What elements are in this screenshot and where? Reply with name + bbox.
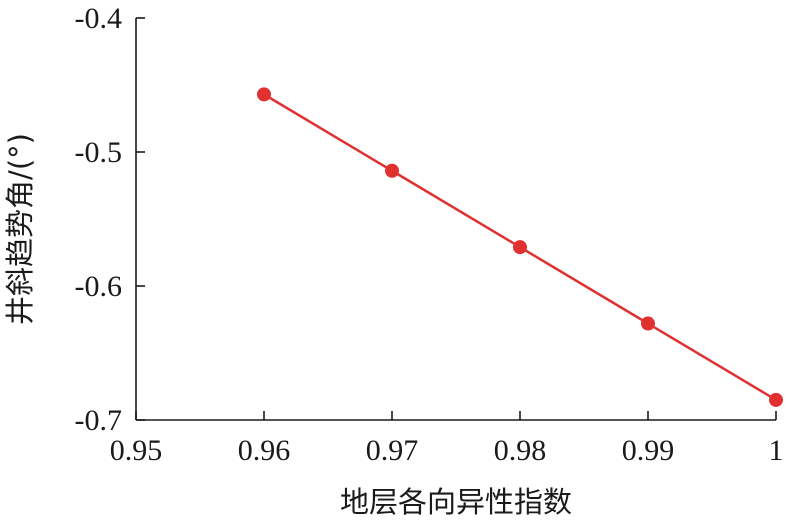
y-tick-label: -0.4: [75, 2, 123, 35]
y-ticks: -0.4 -0.5 -0.6 -0.7: [75, 2, 145, 437]
x-axis-title: 地层各向异性指数: [340, 485, 572, 519]
data-point: [257, 87, 271, 102]
x-tick-label: 0.99: [622, 434, 675, 467]
x-tick-label: 0.97: [366, 434, 419, 467]
axes: [135, 18, 776, 421]
data-point: [769, 392, 783, 407]
data-point: [641, 316, 655, 331]
x-tick-label: 0.98: [494, 434, 547, 467]
x-ticks: 0.95 0.96 0.97 0.98 0.99 1: [110, 411, 784, 467]
y-tick-label: -0.7: [75, 404, 123, 437]
y-tick-label: -0.5: [75, 136, 123, 169]
data-point: [385, 163, 399, 178]
series: [257, 87, 783, 407]
y-axis-title: 井斜趋势角/(°): [3, 133, 37, 325]
data-point: [513, 240, 527, 255]
x-tick-label: 0.95: [110, 434, 163, 467]
x-tick-label: 1: [769, 434, 784, 467]
x-tick-label: 0.96: [238, 434, 291, 467]
y-tick-label: -0.6: [75, 270, 123, 303]
